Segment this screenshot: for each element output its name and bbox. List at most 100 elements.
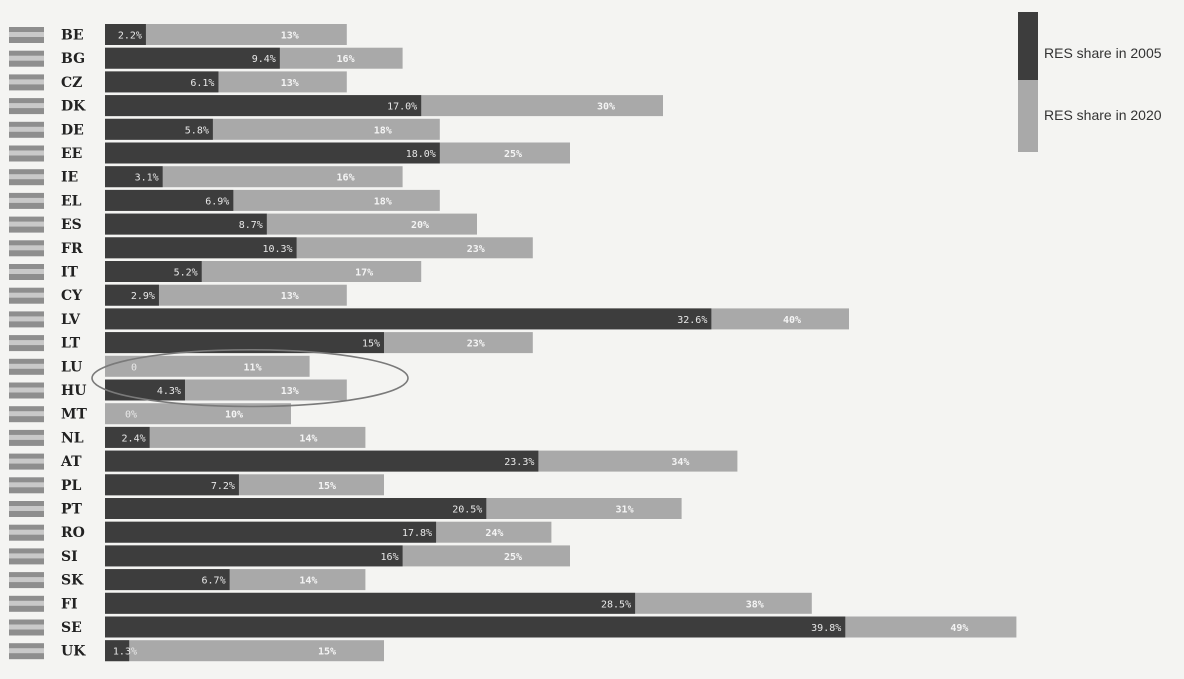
flag-icon-si xyxy=(9,548,44,565)
bar-2005-at xyxy=(105,450,539,472)
flag-stripe-lv xyxy=(9,316,44,322)
value-label-2020-be: 13% xyxy=(281,31,299,42)
value-label-2005-ie: 3.1% xyxy=(135,173,159,184)
category-label-nl: NL xyxy=(61,430,84,446)
bar-2005-pl xyxy=(105,474,239,496)
flag-icon-it xyxy=(9,264,44,280)
bar-2005-ie xyxy=(105,166,163,188)
flag-icon-uk xyxy=(9,643,44,660)
flag-stripe-cz xyxy=(9,79,44,85)
flag-stripe-pl xyxy=(9,482,44,488)
value-label-2005-si: 16% xyxy=(381,552,399,563)
category-labels: BE BG CZ DK DE EE IE EL ES FR IT CY LV LT LU HU MT NL AT PL… xyxy=(60,28,87,660)
value-label-2020-ie: 16% xyxy=(337,173,355,184)
category-label-pl: PL xyxy=(61,478,82,494)
bar-2005-sk xyxy=(105,569,230,591)
value-label-2020-mt: 10% xyxy=(225,410,243,421)
value-label-2020-dk: 30% xyxy=(597,102,615,113)
bar-2020-mt xyxy=(105,403,291,425)
flag-stripe-sk xyxy=(9,577,44,583)
flag-icon-pt xyxy=(9,501,44,517)
legend-swatch-2020 xyxy=(1018,80,1038,152)
bar-2005-pt xyxy=(105,498,487,519)
value-label-2005-ee: 18.0% xyxy=(406,149,436,160)
bar-2005-cz xyxy=(105,71,219,93)
flag-icon-pl xyxy=(9,477,44,494)
value-label-2005-mt: 0% xyxy=(125,410,137,421)
bar-2005-es xyxy=(105,213,267,235)
value-label-2005-uk: 1.3% xyxy=(113,647,137,658)
bar-2005-be xyxy=(105,24,146,45)
annotations xyxy=(91,348,409,408)
value-label-2020-pl: 15% xyxy=(318,481,336,492)
value-label-2005-at: 23.3% xyxy=(504,457,534,468)
flag-icon-fi xyxy=(9,595,44,612)
category-label-ee: EE xyxy=(61,146,82,162)
value-label-2020-lu: 11% xyxy=(244,362,262,373)
flag-stripe-it xyxy=(9,269,44,274)
value-label-2005-lt: 15% xyxy=(362,339,380,350)
flag-icon-be xyxy=(9,27,44,43)
series-2005-bars xyxy=(105,24,846,662)
flag-stripe-el xyxy=(9,197,44,203)
flag-icon-el xyxy=(9,192,44,209)
category-label-bg: BG xyxy=(61,51,85,67)
value-label-2005-lv: 32.6% xyxy=(677,315,707,326)
category-label-lt: LT xyxy=(61,336,81,352)
value-label-2005-fr: 10.3% xyxy=(262,244,292,255)
category-label-cy: CY xyxy=(61,288,83,304)
bar-2020-be xyxy=(105,24,347,45)
value-label-2020-lv: 40% xyxy=(783,315,801,326)
bar-2020-cy xyxy=(105,284,347,306)
value-label-2005-be: 2.2% xyxy=(118,31,142,42)
flag-stripe-hu xyxy=(9,387,44,393)
flag-icon-dk xyxy=(9,98,44,115)
category-label-pt: PT xyxy=(61,502,83,518)
country-flags xyxy=(9,27,44,660)
flag-stripe-uk xyxy=(9,648,44,654)
flag-icon-bg xyxy=(9,50,44,67)
flag-stripe-at xyxy=(9,458,44,464)
flag-stripe-lu xyxy=(9,363,44,369)
flag-icon-mt xyxy=(9,406,44,423)
legend-label-2005: RES share in 2005 xyxy=(1044,45,1162,61)
bar-2005-lt xyxy=(105,332,384,354)
bar-2005-it xyxy=(105,261,202,282)
value-label-2020-sk: 14% xyxy=(299,576,317,587)
bar-2020-lu xyxy=(105,355,310,377)
category-label-lu: LU xyxy=(61,359,82,375)
legend-swatch-2005 xyxy=(1018,12,1038,80)
flag-stripe-lt xyxy=(9,340,44,346)
bar-2005-ee xyxy=(105,142,440,164)
value-label-2005-cy: 2.9% xyxy=(131,291,155,302)
value-label-2005-el: 6.9% xyxy=(205,196,229,207)
flag-stripe-mt xyxy=(9,411,44,417)
flag-icon-fr xyxy=(9,240,44,257)
value-label-2020-bg: 16% xyxy=(337,54,355,65)
flag-icon-at xyxy=(9,453,44,470)
value-label-2005-es: 8.7% xyxy=(239,220,263,231)
value-label-2020-ro: 24% xyxy=(485,528,503,539)
value-label-2005-dk: 17.0% xyxy=(387,102,417,113)
category-label-el: EL xyxy=(61,193,82,209)
flag-icon-ie xyxy=(9,169,44,186)
bar-2005-el xyxy=(105,189,234,211)
value-label-2020-se: 49% xyxy=(950,623,968,634)
flag-icon-ee xyxy=(9,145,44,162)
flag-stripe-nl xyxy=(9,434,44,440)
flag-icon-lt xyxy=(9,335,44,352)
bar-2005-uk xyxy=(105,640,130,662)
flag-stripe-bg xyxy=(9,55,44,61)
flag-stripe-fr xyxy=(9,245,44,251)
bar-2005-fr xyxy=(105,237,297,259)
category-label-ie: IE xyxy=(61,170,78,186)
value-label-2005-cz: 6.1% xyxy=(190,78,214,89)
category-label-at: AT xyxy=(60,454,82,470)
bar-2020-ie xyxy=(105,166,403,188)
bar-2020-nl xyxy=(105,426,366,448)
category-label-sk: SK xyxy=(61,573,84,589)
bar-2005-nl xyxy=(105,426,150,448)
bar-2005-cy xyxy=(105,284,159,306)
category-label-be: BE xyxy=(61,28,84,44)
